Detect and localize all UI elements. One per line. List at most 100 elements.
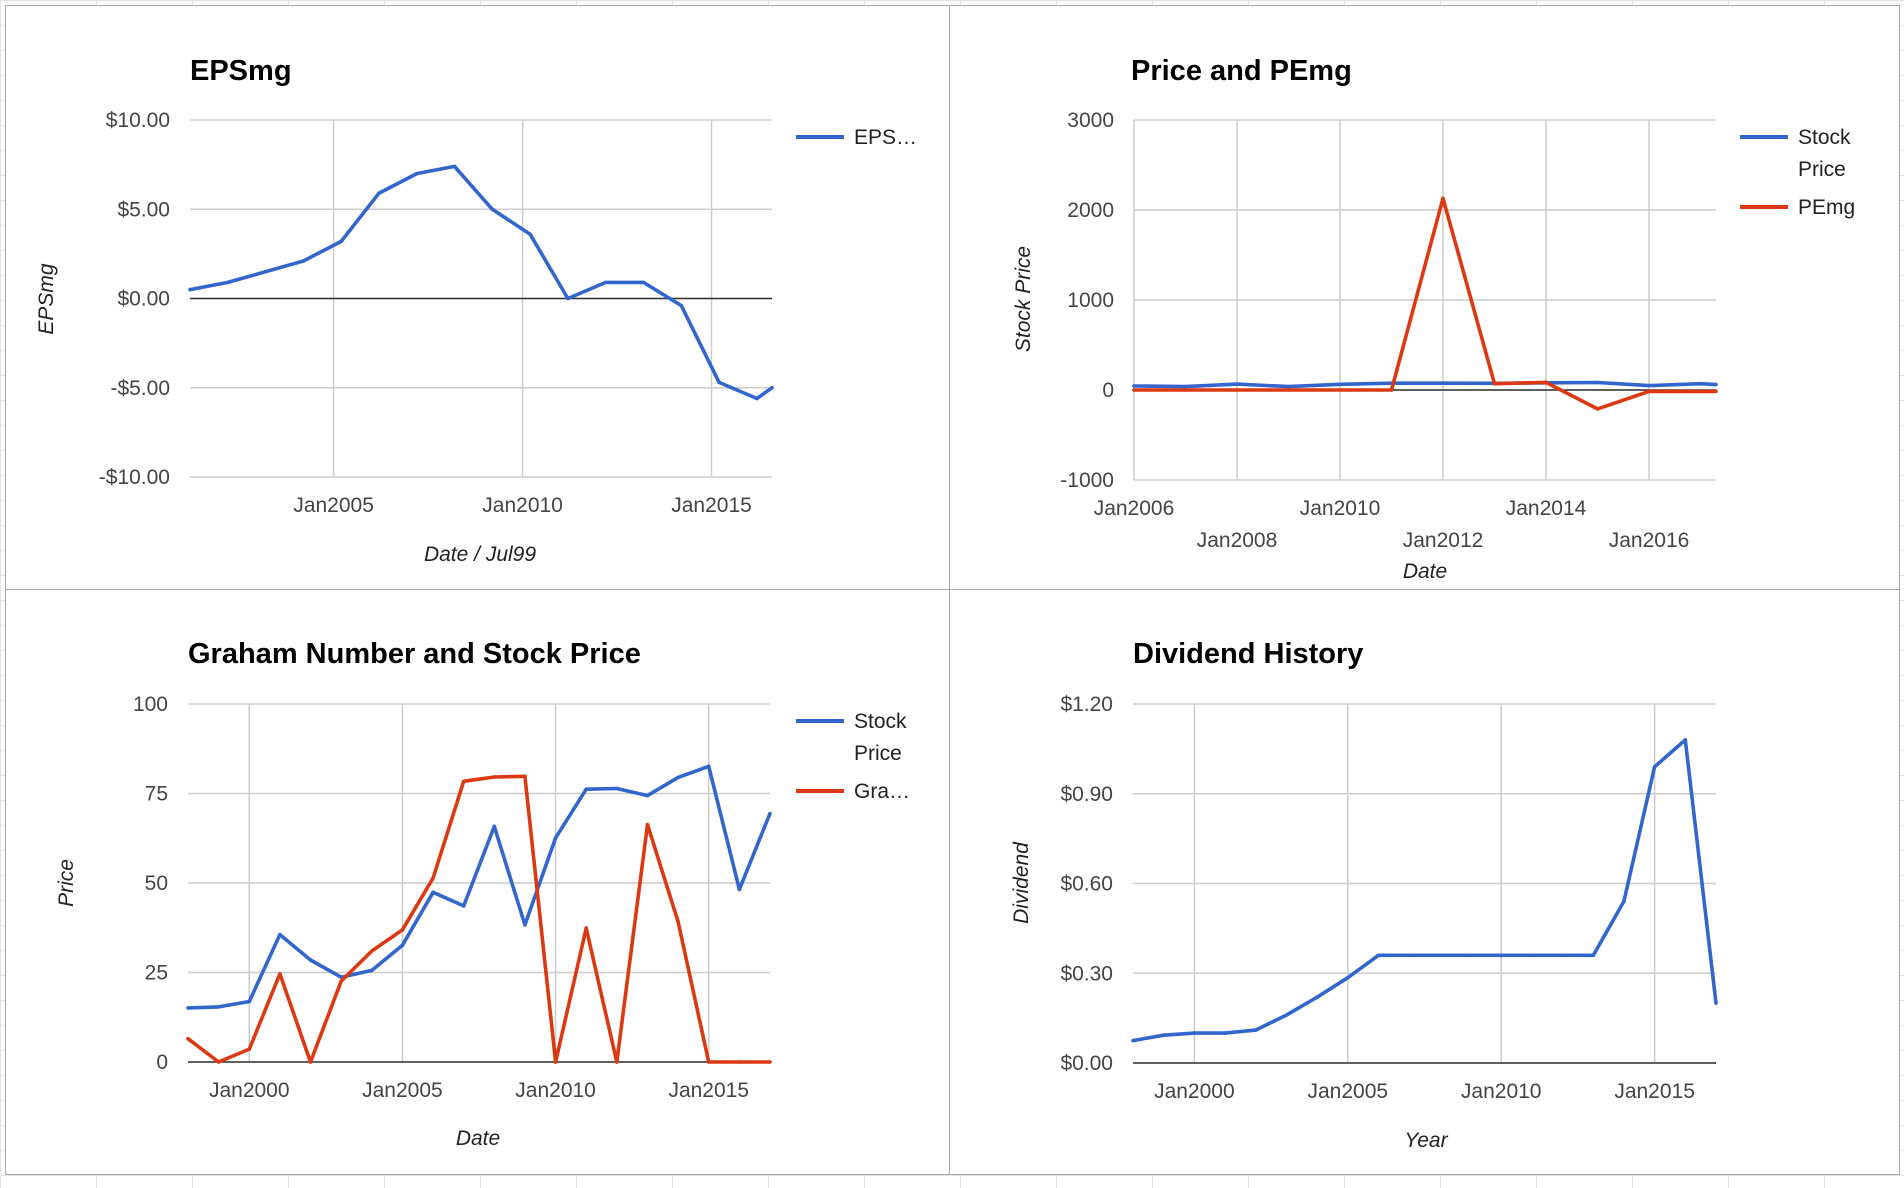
data-point	[247, 1047, 252, 1051]
data-point	[1183, 388, 1188, 392]
data-point	[1315, 995, 1319, 999]
data-point	[263, 269, 268, 274]
x-tick-label: Jan2015	[671, 494, 752, 517]
data-point	[1338, 388, 1342, 392]
legend-label: PEmg	[1798, 196, 1855, 219]
legend-label: Price	[1798, 158, 1846, 181]
x-tick-label: Jan2010	[1300, 497, 1381, 520]
data-point	[216, 1005, 221, 1009]
data-point	[645, 822, 650, 827]
y-tick-label: -1000	[1060, 469, 1114, 492]
data-point	[301, 259, 306, 263]
data-point	[1683, 738, 1688, 742]
data-point	[1499, 953, 1504, 958]
data-point	[603, 280, 608, 285]
data-point	[645, 793, 650, 798]
data-point	[1441, 381, 1445, 385]
series-line-primary	[1132, 738, 1718, 1043]
data-point	[1560, 953, 1565, 958]
y-tick-label: $0.00	[1060, 1052, 1113, 1075]
data-point	[553, 836, 558, 840]
data-point	[768, 811, 772, 816]
y-tick-label: 0	[1102, 379, 1114, 402]
data-point	[492, 824, 497, 829]
data-point	[706, 764, 711, 769]
data-point	[1622, 899, 1626, 904]
x-tick-label: Jan2000	[209, 1079, 290, 1102]
data-point	[1338, 382, 1342, 387]
data-point	[247, 999, 252, 1004]
chart-panel-epsmg[interactable]: $10.00 $5.00 $0.00 -$5.00 -$10.00 Jan2005 Jan…	[5, 5, 951, 591]
data-point	[1647, 389, 1651, 394]
data-point	[1441, 196, 1445, 201]
data-point	[186, 1006, 190, 1010]
data-point	[1253, 1028, 1258, 1032]
data-point	[615, 786, 619, 791]
series-line-secondary	[1134, 196, 1716, 411]
data-point	[490, 207, 495, 212]
y-axis-label: Dividend	[1010, 841, 1033, 924]
y-tick-label: $0.00	[117, 288, 170, 311]
x-tick-label: Jan2008	[1197, 529, 1278, 552]
x-tick-label: Jan2016	[1609, 529, 1690, 552]
data-point	[1345, 975, 1350, 980]
y-tick-label: 25	[145, 962, 168, 985]
legend-label: Price	[854, 742, 902, 765]
legend-label: EPS…	[854, 126, 917, 149]
series-line-primary	[189, 164, 774, 401]
y-tick-label: $5.00	[117, 198, 170, 221]
y-tick-label: $0.30	[1060, 962, 1113, 985]
chart-panel-price-and-pemg[interactable]: 3000 2000 1000 0 -1000 Jan2006 Jan2008 Jan2010…	[949, 5, 1900, 591]
data-point	[1595, 380, 1600, 385]
series-line-primary	[1133, 380, 1717, 389]
x-tick-label: Jan2012	[1403, 529, 1484, 552]
chart-panel-dividend-history[interactable]: $1.20 $0.90 $0.60 $0.30 $0.00 Jan2000 Jan2005…	[949, 589, 1900, 1175]
x-axis-label: Date / Jul99	[424, 543, 536, 566]
y-tick-label: -$10.00	[99, 466, 170, 489]
x-tick-label: Jan2005	[1308, 1080, 1389, 1103]
data-point	[1698, 389, 1703, 394]
x-tick-label: Jan2010	[482, 494, 563, 517]
data-point	[770, 385, 774, 390]
data-point	[278, 932, 282, 937]
data-point	[1376, 953, 1381, 958]
data-point	[1183, 384, 1188, 389]
x-tick-label: Jan2014	[1506, 497, 1587, 520]
y-axis-label: Stock Price	[1012, 246, 1035, 352]
data-point	[1438, 953, 1442, 958]
chart-svg-dividend-history: $1.20 $0.90 $0.60 $0.30 $0.00 Jan2000 Jan2005…	[1010, 638, 1718, 1152]
data-point	[308, 958, 313, 962]
chart-title: Price and PEmg	[1131, 55, 1352, 87]
y-tick-label: 3000	[1067, 109, 1114, 132]
data-point	[679, 303, 684, 308]
data-point	[369, 949, 374, 953]
data-point	[278, 972, 282, 976]
data-point	[461, 904, 466, 908]
data-point	[431, 890, 435, 895]
data-point	[339, 979, 343, 983]
data-point	[528, 232, 532, 237]
chart-panel-graham-number[interactable]: 100 75 50 25 0 Jan2000 Jan2005 Jan2010 Jan2015 …	[5, 589, 951, 1175]
y-tick-label: $10.00	[106, 109, 170, 132]
data-point	[615, 1060, 619, 1064]
data-point	[1284, 1013, 1289, 1017]
x-tick-label: Jan2010	[1461, 1080, 1542, 1103]
data-point	[188, 287, 192, 292]
data-point	[553, 1060, 558, 1064]
data-point	[216, 1060, 221, 1064]
data-point	[584, 926, 589, 930]
data-point	[1544, 380, 1548, 385]
y-tick-label: 75	[145, 783, 168, 806]
data-point	[523, 923, 527, 927]
y-tick-label: -$5.00	[110, 377, 170, 400]
y-axis-label: Price	[55, 859, 78, 907]
data-point	[1595, 407, 1600, 411]
data-point	[1389, 388, 1394, 392]
data-point	[768, 1060, 772, 1064]
x-tick-label: Jan2006	[1094, 497, 1175, 520]
data-point	[1468, 953, 1473, 958]
chart-title: EPSmg	[190, 55, 292, 87]
y-tick-label: 1000	[1067, 289, 1114, 312]
data-point	[1192, 1031, 1197, 1035]
